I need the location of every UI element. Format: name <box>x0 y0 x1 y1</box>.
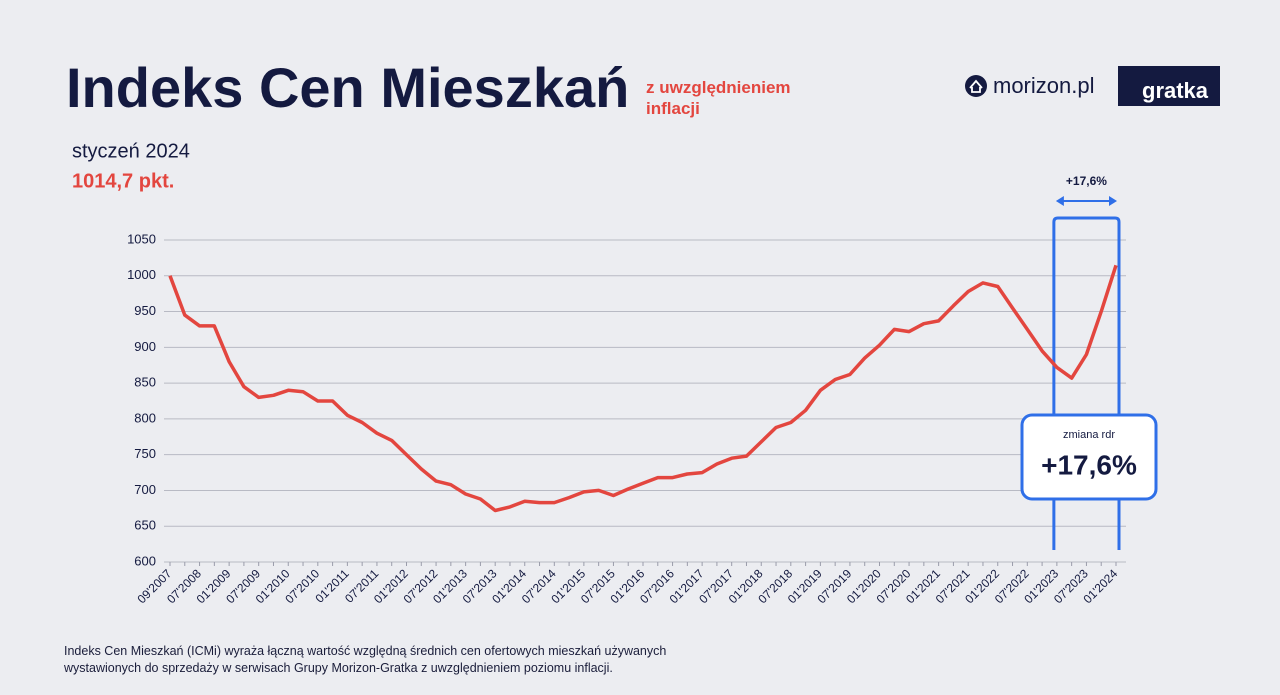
y-tick-label: 800 <box>134 410 156 425</box>
y-tick-label: 650 <box>134 518 156 533</box>
range-annotation: +17,6% <box>1066 174 1107 188</box>
highlight-box <box>1052 216 1121 550</box>
logo-house <box>969 79 983 93</box>
period-label: styczeń 2024 <box>72 140 190 162</box>
current-value: 1014,7 pkt. <box>72 170 174 192</box>
y-tick-label: 950 <box>134 303 156 318</box>
y-tick-label: 1000 <box>127 267 156 282</box>
callout-value: +17,6% <box>1041 449 1137 480</box>
callout-box <box>1020 413 1158 501</box>
footnote: Indeks Cen Mieszkań (ICMi) wyraża łączną… <box>64 644 667 675</box>
y-tick-label: 900 <box>134 339 156 354</box>
chart-title: Indeks Cen Mieszkań <box>66 56 629 119</box>
logo-morizon: morizon.pl <box>993 73 1094 98</box>
y-tick-label: 850 <box>134 375 156 390</box>
plot: 6006507007508008509009501000105009'20070… <box>127 174 1158 606</box>
y-tick-label: 1050 <box>127 231 156 246</box>
y-tick-label: 750 <box>134 446 156 461</box>
logo-icon <box>965 75 987 97</box>
y-tick-label: 700 <box>134 482 156 497</box>
callout-title: zmiana rdr <box>1063 429 1115 441</box>
logo-box <box>1118 66 1220 106</box>
y-tick-label: 600 <box>134 553 156 568</box>
subtitle: z uwzględnieniem inflacji <box>646 78 791 118</box>
data-line <box>168 264 1118 513</box>
logo-gratka: gratka <box>1142 78 1209 103</box>
